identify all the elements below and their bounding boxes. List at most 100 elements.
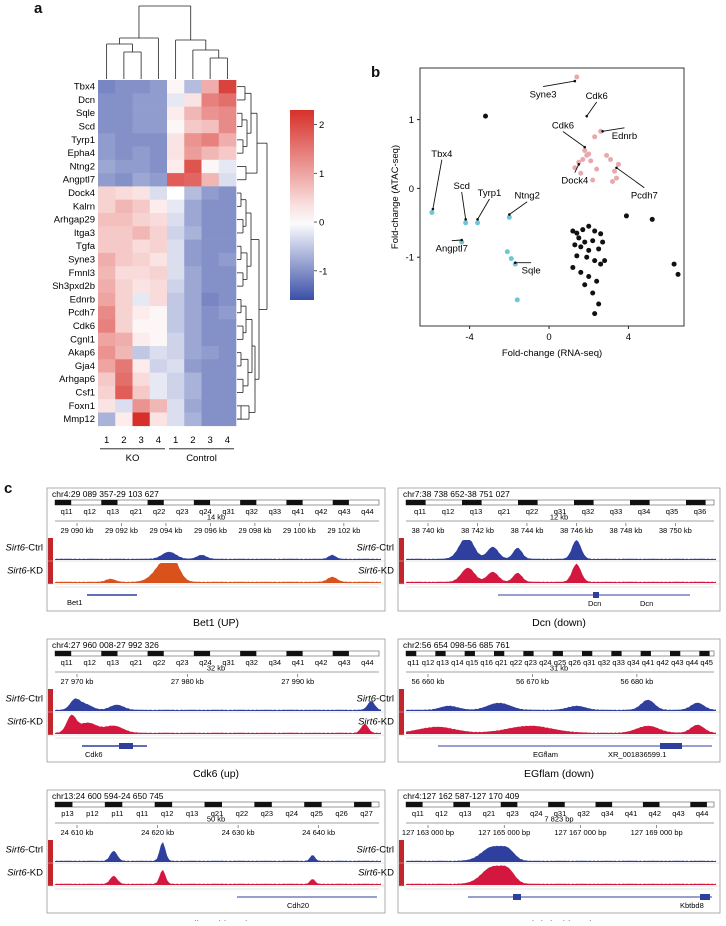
y-tick-label: -1: [406, 253, 414, 264]
band-label: q33: [269, 507, 282, 516]
heatmap-cell: [98, 280, 116, 294]
data-point: [612, 169, 617, 174]
band-label: q13: [436, 658, 449, 667]
heatmap-row-label: Ntng2: [70, 161, 95, 172]
heatmap-row-label: Tyrp1: [71, 135, 95, 146]
heatmap-cell: [202, 240, 220, 254]
coord-label: 38 750 kb: [659, 526, 692, 535]
heatmap-cell: [219, 186, 237, 200]
heatmap-cell: [184, 213, 202, 227]
data-point: [608, 157, 613, 162]
heatmap-cell: [98, 186, 116, 200]
data-point: [676, 272, 681, 277]
band-label: q22: [153, 507, 166, 516]
gene-label: Cdh20: [287, 901, 309, 910]
heatmap-row-label: Epha4: [68, 148, 95, 159]
heatmap-cell: [98, 107, 116, 121]
heatmap-cell: [98, 373, 116, 387]
heatmap-cell: [219, 200, 237, 214]
heatmap-cell: [115, 173, 133, 187]
band-label: q33: [610, 507, 623, 516]
chromosome-band: [205, 802, 222, 807]
coord-label: 27 990 kb: [281, 677, 314, 686]
coord-label: 127 169 000 bp: [631, 828, 683, 837]
row-label-ctrl: Sirt6-Ctrl: [6, 694, 44, 705]
heatmap-row-label: Arhgap6: [59, 374, 95, 385]
band-label: q22: [153, 658, 166, 667]
data-point: [624, 213, 629, 218]
x-tick-label: 4: [626, 332, 631, 343]
heatmap-cell: [115, 133, 133, 147]
heatmap-cell: [150, 306, 168, 320]
chromosome-band: [686, 500, 706, 505]
data-point: [586, 224, 591, 229]
heatmap-cell: [133, 80, 151, 94]
data-point: [596, 301, 601, 306]
heatmap-cell: [184, 386, 202, 400]
band-label: q14: [451, 658, 464, 667]
heatmap-cell: [98, 319, 116, 333]
coord-label: 27 980 kb: [171, 677, 204, 686]
heatmap-cell: [219, 253, 237, 267]
heatmap-cell: [150, 333, 168, 347]
track-caption: Bet1 (UP): [193, 617, 239, 629]
point-annotation: Tyrp1: [478, 188, 502, 199]
data-point: [582, 240, 587, 245]
data-point: [592, 311, 597, 316]
heatmap-cell: [184, 306, 202, 320]
row-label-kd: Sirt6-KD: [358, 566, 394, 577]
heatmap-cell: [184, 359, 202, 373]
data-point: [574, 231, 579, 236]
band-label: q34: [601, 809, 614, 818]
heatmap-cell: [133, 253, 151, 267]
heatmap-cell: [115, 213, 133, 227]
chromosome-band: [240, 651, 256, 656]
data-point: [592, 258, 597, 263]
heatmap-cell: [167, 133, 185, 147]
heatmap-cell: [150, 399, 168, 413]
band-label: q44: [361, 507, 374, 516]
heatmap-cell: [115, 399, 133, 413]
heatmap-cell: [98, 120, 116, 134]
heatmap-cell: [98, 133, 116, 147]
heatmap-cell: [184, 80, 202, 94]
chromosome-band: [286, 500, 302, 505]
coord-label: 24 610 kb: [61, 828, 94, 837]
heatmap-cell: [167, 373, 185, 387]
band-label: q21: [483, 809, 496, 818]
band-label: q44: [696, 809, 709, 818]
coord-label: 29 092 kb: [105, 526, 138, 535]
point-annotation: Ntng2: [515, 191, 540, 202]
row-label-kd: Sirt6-KD: [7, 566, 43, 577]
colorbar: [290, 110, 314, 300]
data-point: [650, 217, 655, 222]
band-label: q25: [310, 809, 323, 818]
band-label: q23: [176, 507, 189, 516]
coord-label: 29 094 kb: [149, 526, 182, 535]
chromosome-band: [254, 802, 271, 807]
chromosome-band: [406, 651, 416, 656]
heatmap-cell: [133, 319, 151, 333]
heatmap-cell: [202, 213, 220, 227]
heatmap-cell: [115, 107, 133, 121]
band-label: q26: [568, 658, 581, 667]
heatmap-cell: [133, 346, 151, 360]
band-label: q21: [495, 658, 508, 667]
heatmap-cell: [184, 319, 202, 333]
gene-label: XR_001836599.1: [608, 750, 666, 759]
heatmap-row-label: Gja4: [75, 361, 95, 372]
heatmap-cell: [115, 240, 133, 254]
scale-label: 32 kb: [207, 664, 225, 673]
band-label: q23: [176, 658, 189, 667]
data-point: [598, 231, 603, 236]
chromosome-band: [333, 500, 349, 505]
coord-label: 56 660 kb: [412, 677, 445, 686]
heatmap-cell: [115, 293, 133, 307]
heatmap-row-label: Akap6: [68, 348, 95, 359]
heatmap-cell: [184, 293, 202, 307]
heatmap-cell: [167, 266, 185, 280]
chromosome-band: [553, 651, 563, 656]
heatmap-cell: [150, 200, 168, 214]
band-label: q32: [598, 658, 611, 667]
